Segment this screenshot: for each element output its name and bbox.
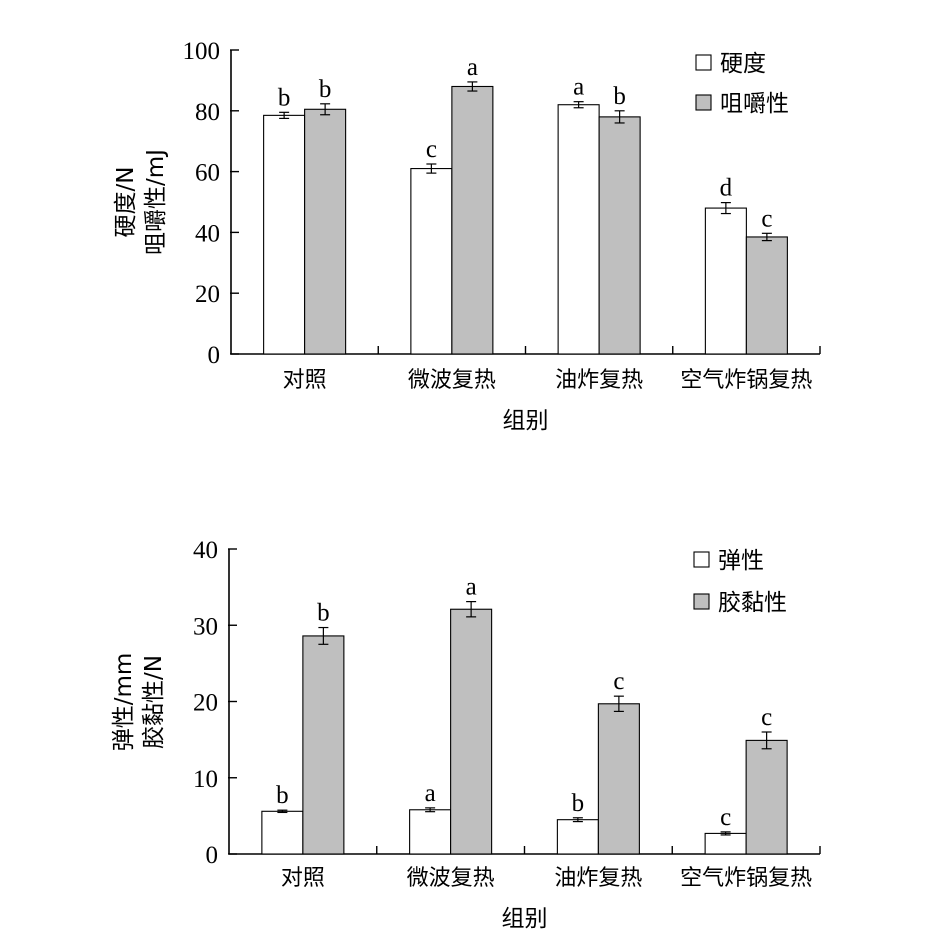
category-label: 空气炸锅复热 [680,368,812,393]
bar-series1 [704,207,747,355]
legend-swatch [693,593,710,610]
significance-label: d [720,175,733,202]
bar-series1 [261,810,304,855]
y-tick-label: 0 [206,842,219,869]
y-axis-title: 咀嚼性/mJ [143,149,169,255]
y-axis-title: 弹性/mm [111,653,137,752]
y-axis-title: 硬度/N [113,167,139,238]
category-label: 微波复热 [407,866,495,891]
y-tick-label: 20 [195,281,220,308]
y-tick-label: 0 [208,342,221,369]
y-tick-label: 100 [183,38,221,65]
significance-label: b [572,790,585,817]
significance-label: b [319,76,332,103]
x-axis-title: 组别 [502,906,548,932]
y-tick-label: 60 [195,160,220,187]
legend-swatch [695,54,712,71]
bar-series2 [598,116,641,355]
significance-label: c [761,205,772,232]
significance-label: a [425,780,436,807]
significance-label: a [573,74,584,101]
bar-series2 [304,108,347,355]
significance-label: c [613,668,624,695]
y-tick-label: 20 [193,690,218,717]
bar-series1 [704,832,747,855]
category-label: 对照 [283,368,327,393]
bar-series1 [557,104,600,355]
significance-label: b [317,600,330,627]
bar-series2 [745,739,788,855]
y-tick-label: 40 [195,220,220,247]
bar-series2 [450,608,493,855]
x-axis-title: 组别 [503,408,549,434]
category-label: 对照 [281,866,325,891]
y-axis-title: 胶黏性/N [141,655,167,749]
significance-label: c [426,136,437,163]
bar-series2 [451,85,494,355]
legend-label: 咀嚼性 [720,91,789,117]
bar-series2 [745,236,788,355]
y-tick-label: 80 [195,99,220,126]
bar-series2 [302,635,345,855]
y-tick-label: 10 [193,766,218,793]
significance-label: b [613,83,626,110]
category-label: 微波复热 [408,368,496,393]
legend-swatch [693,551,710,568]
legend-label: 胶黏性 [718,590,787,616]
y-tick-label: 30 [193,613,218,640]
significance-label: a [467,54,478,81]
significance-label: c [720,804,731,831]
category-label: 油炸复热 [554,866,642,891]
bar-series2 [597,703,640,855]
legend-swatch [695,94,712,111]
bar-series1 [556,819,599,855]
category-label: 空气炸锅复热 [680,866,812,891]
significance-label: b [276,782,289,809]
bar-series1 [409,809,452,855]
legend-label: 弹性 [718,548,764,574]
legend-label: 硬度 [720,51,766,77]
y-tick-label: 40 [193,537,218,564]
category-label: 油炸复热 [555,368,643,393]
significance-label: a [466,574,477,601]
bar-series1 [263,114,306,355]
significance-label: c [761,704,772,731]
bar-series1 [410,168,453,355]
significance-label: b [278,84,291,111]
